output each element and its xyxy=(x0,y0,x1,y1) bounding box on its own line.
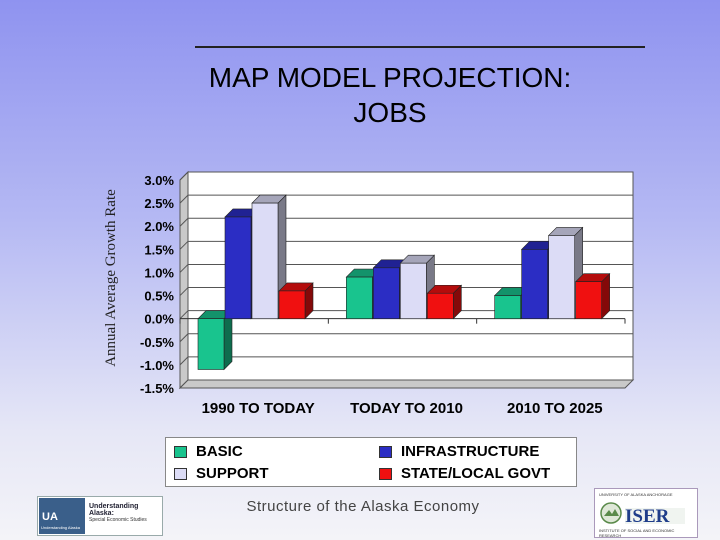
y-tick-label: -1.0% xyxy=(140,358,174,373)
bar-basic-today-to-2010 xyxy=(346,276,373,319)
bar-state-local-govt-today-to-2010 xyxy=(427,292,454,319)
x-category-label: 2010 TO 2025 xyxy=(507,400,603,417)
gridline-diagonal xyxy=(179,194,189,204)
bar-basic-1990-to-today-side xyxy=(223,309,233,371)
bar-infrastructure-2010-to-2025 xyxy=(521,249,548,319)
iser-logo-top: UNIVERSITY OF ALASKA ANCHORAGE xyxy=(599,492,673,497)
legend-label-support: SUPPORT xyxy=(196,465,269,482)
understanding-alaska-logo: UA Understanding Alaska Understanding Al… xyxy=(37,496,163,536)
y-tick-label: 1.5% xyxy=(144,242,174,257)
ua-mark-box: UA Understanding Alaska xyxy=(39,498,85,534)
iser-emblem-icon xyxy=(600,502,622,524)
plot-floor xyxy=(178,379,635,389)
legend-label-infrastructure: INFRASTRUCTURE xyxy=(401,443,540,460)
x-category-label: 1990 TO TODAY xyxy=(202,400,315,417)
chart-legend: BASIC INFRASTRUCTURE SUPPORT STATE/LOCAL… xyxy=(165,437,577,487)
iser-banner xyxy=(625,508,685,524)
iser-logo: UNIVERSITY OF ALASKA ANCHORAGE ISER INST… xyxy=(594,488,698,538)
slide-title-line2: JOBS xyxy=(353,97,427,128)
bar-state-local-govt-1990-to-today xyxy=(278,290,306,319)
gridline-diagonal xyxy=(179,217,189,227)
footer-text: Structure of the Alaska Economy xyxy=(246,498,480,515)
gridline-diagonal xyxy=(179,287,189,296)
gridline-diagonal xyxy=(179,240,189,250)
bar-basic-1990-to-today xyxy=(197,318,225,370)
bar-infrastructure-1990-to-today xyxy=(224,216,252,319)
gridline-diagonal xyxy=(179,356,189,366)
legend-swatch-state-local-govt xyxy=(379,468,392,480)
y-tick-label: 2.0% xyxy=(144,219,174,234)
y-tick-label: -1.5% xyxy=(140,381,174,396)
y-tick-label: -0.5% xyxy=(140,335,174,350)
y-tick-label: 3.0% xyxy=(144,173,174,188)
ua-mark: UA xyxy=(42,511,58,523)
legend-swatch-support xyxy=(174,468,187,480)
ua-logo-subtitle: Special Economic Studies xyxy=(89,517,147,523)
y-tick-label: 1.0% xyxy=(144,265,174,280)
ua-mark-sub: Understanding Alaska xyxy=(41,525,80,530)
legend-swatch-infrastructure xyxy=(379,446,392,458)
bar-infrastructure-today-to-2010 xyxy=(373,267,400,319)
bar-state-local-govt-2010-to-2025 xyxy=(575,281,602,319)
legend-swatch-basic xyxy=(174,446,187,458)
plot-side-wall xyxy=(179,170,189,390)
gridline-diagonal xyxy=(179,171,189,181)
gridline-diagonal xyxy=(179,310,189,320)
gridline-diagonal xyxy=(179,264,189,273)
title-rule xyxy=(195,46,645,48)
bar-chart: 3.0% 2.5% 2.0% 1.5% 1.0% 0.5% 0.0% -0.5% -1.0% -1… xyxy=(140,170,635,417)
bar-basic-2010-to-2025 xyxy=(494,295,521,319)
y-tick-label: 0.5% xyxy=(144,289,174,304)
x-category-label: TODAY TO 2010 xyxy=(350,400,463,417)
y-tick-label: 0.0% xyxy=(144,312,174,327)
ua-logo-title: Understanding Alaska: xyxy=(89,503,139,517)
y-tick-label: 2.5% xyxy=(144,196,174,211)
gridline-diagonal xyxy=(179,333,189,343)
legend-label-basic: BASIC xyxy=(196,443,243,460)
slide-title-line1: MAP MODEL PROJECTION: xyxy=(208,62,572,93)
bar-support-today-to-2010 xyxy=(400,262,427,319)
bar-support-1990-to-today xyxy=(251,202,279,319)
bar-support-2010-to-2025 xyxy=(548,235,575,319)
legend-label-state-local-govt: STATE/LOCAL GOVT xyxy=(401,465,551,482)
iser-logo-name: ISER xyxy=(625,506,670,527)
iser-logo-bottom: INSTITUTE OF SOCIAL AND ECONOMIC RESEARC… xyxy=(599,528,675,538)
